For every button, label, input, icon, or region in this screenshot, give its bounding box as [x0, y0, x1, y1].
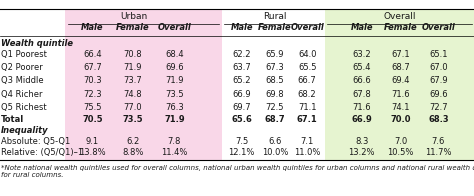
Text: Male: Male [230, 23, 253, 32]
Text: 75.5: 75.5 [83, 103, 102, 112]
Text: Overall: Overall [290, 23, 324, 32]
Text: Total: Total [1, 115, 24, 124]
Bar [65, 9, 222, 160]
Text: 67.1: 67.1 [391, 50, 410, 59]
Text: 13.8%: 13.8% [79, 148, 106, 157]
Text: 69.8: 69.8 [265, 90, 284, 99]
Text: 67.9: 67.9 [429, 76, 448, 85]
Text: 7.0: 7.0 [394, 137, 407, 146]
Text: Inequality: Inequality [1, 126, 48, 135]
Text: Overall: Overall [421, 23, 456, 32]
Text: 10.5%: 10.5% [387, 148, 414, 157]
Text: Q2 Poorer: Q2 Poorer [1, 63, 43, 72]
Text: 64.0: 64.0 [298, 50, 317, 59]
Text: 9.1: 9.1 [86, 137, 99, 146]
Text: 11.7%: 11.7% [425, 148, 452, 157]
Text: 68.3: 68.3 [428, 115, 449, 124]
Text: 65.9: 65.9 [265, 50, 284, 59]
Text: 7.8: 7.8 [168, 137, 181, 146]
Text: 68.2: 68.2 [298, 90, 317, 99]
Text: 71.6: 71.6 [352, 103, 371, 112]
Text: 7.5: 7.5 [235, 137, 248, 146]
Text: Overall: Overall [157, 23, 191, 32]
Text: 13.2%: 13.2% [348, 148, 375, 157]
Text: 65.4: 65.4 [352, 63, 371, 72]
Text: 62.2: 62.2 [232, 50, 251, 59]
Text: 8.3: 8.3 [355, 137, 368, 146]
Text: Female: Female [258, 23, 292, 32]
Text: 71.6: 71.6 [391, 90, 410, 99]
Text: Rural: Rural [263, 12, 286, 21]
Text: 65.1: 65.1 [429, 50, 448, 59]
Text: 74.1: 74.1 [391, 103, 410, 112]
Text: 70.3: 70.3 [83, 76, 102, 85]
Text: 68.4: 68.4 [165, 50, 184, 59]
Text: 11.0%: 11.0% [294, 148, 320, 157]
Text: 11.4%: 11.4% [161, 148, 188, 157]
Text: 70.8: 70.8 [123, 50, 142, 59]
Text: 68.7: 68.7 [391, 63, 410, 72]
Text: 8.8%: 8.8% [122, 148, 144, 157]
Text: 67.0: 67.0 [429, 63, 448, 72]
Text: 70.5: 70.5 [82, 115, 103, 124]
Text: 7.1: 7.1 [301, 137, 314, 146]
Bar [222, 9, 325, 160]
Text: 70.0: 70.0 [390, 115, 411, 124]
Text: Male: Male [350, 23, 373, 32]
Bar [325, 9, 474, 160]
Text: 74.8: 74.8 [123, 90, 142, 99]
Text: 66.9: 66.9 [351, 115, 372, 124]
Text: *Note national wealth quintiles used for overall columns, national urban wealth : *Note national wealth quintiles used for… [1, 165, 474, 178]
Text: 71.9: 71.9 [123, 63, 142, 72]
Text: 63.7: 63.7 [232, 63, 251, 72]
Text: 77.0: 77.0 [123, 103, 142, 112]
Text: 67.7: 67.7 [83, 63, 102, 72]
Text: Wealth quintile: Wealth quintile [1, 38, 73, 47]
Text: 66.7: 66.7 [298, 76, 317, 85]
Text: 71.9: 71.9 [164, 115, 185, 124]
Text: 66.9: 66.9 [232, 90, 251, 99]
Text: Relative: (Q5/Q1)–1: Relative: (Q5/Q1)–1 [1, 148, 83, 157]
Text: 66.4: 66.4 [83, 50, 102, 59]
Text: Q3 Middle: Q3 Middle [1, 76, 44, 85]
Text: Male: Male [81, 23, 104, 32]
Text: Absolute: Q5-Q1: Absolute: Q5-Q1 [1, 137, 70, 146]
Text: 72.5: 72.5 [265, 103, 284, 112]
Text: 67.1: 67.1 [297, 115, 318, 124]
Text: 10.0%: 10.0% [262, 148, 288, 157]
Text: Overall: Overall [384, 12, 416, 21]
Text: 65.5: 65.5 [298, 63, 317, 72]
Text: 69.6: 69.6 [429, 90, 448, 99]
Text: 67.8: 67.8 [352, 90, 371, 99]
Text: 71.1: 71.1 [298, 103, 317, 112]
Text: 68.5: 68.5 [265, 76, 284, 85]
Text: Q4 Richer: Q4 Richer [1, 90, 43, 99]
Text: 69.4: 69.4 [391, 76, 410, 85]
Text: 6.2: 6.2 [126, 137, 139, 146]
Text: Q1 Poorest: Q1 Poorest [1, 50, 47, 59]
Text: 69.6: 69.6 [165, 63, 184, 72]
Text: 63.2: 63.2 [352, 50, 371, 59]
Text: 73.5: 73.5 [165, 90, 184, 99]
Text: 7.6: 7.6 [432, 137, 445, 146]
Text: 66.6: 66.6 [352, 76, 371, 85]
Text: 67.3: 67.3 [265, 63, 284, 72]
Text: 68.7: 68.7 [264, 115, 285, 124]
Text: 76.3: 76.3 [165, 103, 184, 112]
Text: 72.3: 72.3 [83, 90, 102, 99]
Text: 72.7: 72.7 [429, 103, 448, 112]
Text: 71.9: 71.9 [165, 76, 184, 85]
Text: 12.1%: 12.1% [228, 148, 255, 157]
Text: 69.7: 69.7 [232, 103, 251, 112]
Text: 65.2: 65.2 [232, 76, 251, 85]
Text: Female: Female [116, 23, 149, 32]
Text: 65.6: 65.6 [231, 115, 252, 124]
Text: Female: Female [384, 23, 417, 32]
Text: Q5 Richest: Q5 Richest [1, 103, 46, 112]
Text: 73.5: 73.5 [122, 115, 143, 124]
Text: 6.6: 6.6 [268, 137, 282, 146]
Text: Urban: Urban [120, 12, 147, 21]
Text: 73.7: 73.7 [123, 76, 142, 85]
